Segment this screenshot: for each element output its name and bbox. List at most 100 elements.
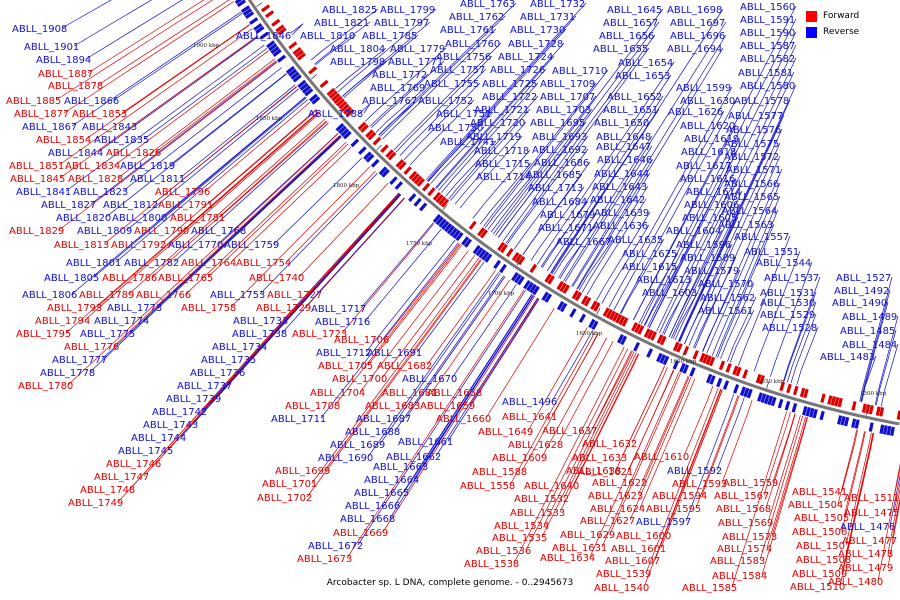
gene-label: ABLL_1760 [445, 39, 500, 50]
reverse-gene [472, 245, 481, 255]
gene-label: ABLL_1583 [710, 556, 765, 567]
leader-line [727, 296, 757, 362]
forward-gene [580, 295, 589, 305]
forward-gene [336, 98, 345, 107]
reverse-gene [868, 422, 874, 432]
gene-label: ABLL_1654 [618, 58, 673, 69]
leader-line [115, 99, 309, 263]
leader-line [783, 276, 821, 382]
gene-label: ABLL_1717 [311, 304, 366, 315]
leader-line [207, 143, 349, 278]
leader-line [459, 135, 523, 209]
gene-label: ABLL_1527 [836, 273, 891, 284]
gene-label: ABLL_1667 [556, 237, 611, 248]
gene-label: ABLL_1681 [382, 388, 437, 399]
gene-label: ABLL_1799 [380, 5, 435, 16]
gene-label: ABLL_1557 [734, 232, 789, 243]
gene-label: ABLL_1791 [158, 200, 213, 211]
gene-label: ABLL_1528 [762, 323, 817, 334]
gene-label: ABLL_1713 [528, 183, 583, 194]
leader-line [310, 8, 379, 61]
leader-line [298, 182, 389, 278]
reverse-gene [292, 74, 302, 83]
forward-gene [830, 396, 836, 406]
reverse-gene [879, 424, 885, 434]
gene-label: ABLL_1563 [718, 220, 773, 231]
gene-label: ABLL_1804 [330, 44, 385, 55]
gene-label: ABLL_1825 [322, 5, 377, 16]
reverse-gene [646, 348, 653, 358]
leader-line [117, 192, 400, 503]
gene-label: ABLL_1570 [698, 279, 753, 290]
reverse-gene [389, 176, 398, 185]
gene-label: ABLL_1719 [466, 132, 521, 143]
leader-line [672, 291, 699, 340]
legend-item-forward: Forward [806, 8, 892, 24]
leader-line [382, 28, 497, 140]
leader-line [530, 186, 585, 261]
gene-label: ABLL_1576 [726, 125, 781, 136]
leader-line [706, 182, 781, 354]
gene-label: ABLL_1541 [792, 487, 847, 498]
leader-line [631, 367, 668, 444]
leader-line [645, 387, 719, 574]
gene-label: ABLL_1626 [668, 107, 723, 118]
gene-label: ABLL_1853 [72, 109, 127, 120]
gene-label: ABLL_1477 [842, 536, 897, 547]
scale-tick-label: 1850 kbp [256, 116, 283, 122]
gene-label: ABLL_1692 [532, 145, 587, 156]
gene-label: ABLL_1806 [22, 290, 77, 301]
forward-gene [718, 360, 726, 371]
leader-line [365, 47, 447, 122]
gene-label: ABLL_1506 [792, 527, 847, 538]
forward-gene [593, 302, 601, 312]
reverse-gene [302, 85, 311, 94]
reverse-gene [746, 388, 753, 399]
reverse-gene [449, 227, 458, 237]
gene-label: ABLL_1810 [300, 31, 355, 42]
gene-label: ABLL_1637 [542, 426, 597, 437]
gene-label: ABLL_1682 [377, 361, 432, 372]
leader-line [113, 134, 341, 347]
leader-line [381, 254, 476, 379]
gene-label: ABLL_1585 [682, 583, 737, 594]
leader-line [615, 365, 665, 471]
forward-gene [584, 297, 592, 307]
leader-line [670, 190, 743, 339]
reverse-gene [689, 367, 696, 377]
scale-tick [596, 307, 601, 315]
leader-line [677, 84, 797, 342]
leader-line [643, 137, 741, 326]
forward-gene [792, 385, 799, 396]
gene-label: ABLL_1596 [676, 240, 731, 251]
leader-line [759, 415, 804, 561]
leader-line [128, 118, 326, 295]
leader-line [644, 265, 679, 326]
gene-label: ABLL_1779 [390, 44, 445, 55]
gene-label: ABLL_1604 [666, 226, 721, 237]
leader-line [521, 333, 599, 472]
gene-label: ABLL_1724 [498, 52, 553, 63]
gene-label: ABLL_1756 [436, 52, 491, 63]
reverse-gene [338, 125, 347, 135]
leader-line [114, 50, 269, 166]
gene-label: ABLL_1671 [538, 223, 593, 234]
reverse-gene [299, 82, 309, 91]
gene-label: ABLL_1753 [210, 290, 265, 301]
reverse-gene [716, 377, 723, 388]
gene-label: ABLL_1575 [724, 139, 779, 150]
gene-label: ABLL_1685 [526, 170, 581, 181]
gene-label: ABLL_1624 [590, 504, 645, 515]
gene-label: ABLL_1750 [428, 123, 483, 134]
gene-label: ABLL_1711 [271, 414, 326, 425]
forward-gene [879, 407, 885, 417]
reverse-gene [432, 214, 442, 223]
reverse-gene [659, 354, 666, 364]
reverse-gene [511, 272, 519, 282]
reverse-gene [777, 398, 784, 409]
leader-line [720, 282, 755, 360]
leader-line [729, 309, 755, 363]
gene-label: ABLL_1628 [508, 440, 563, 451]
leader-line [89, 136, 342, 373]
leader-line [541, 74, 672, 268]
